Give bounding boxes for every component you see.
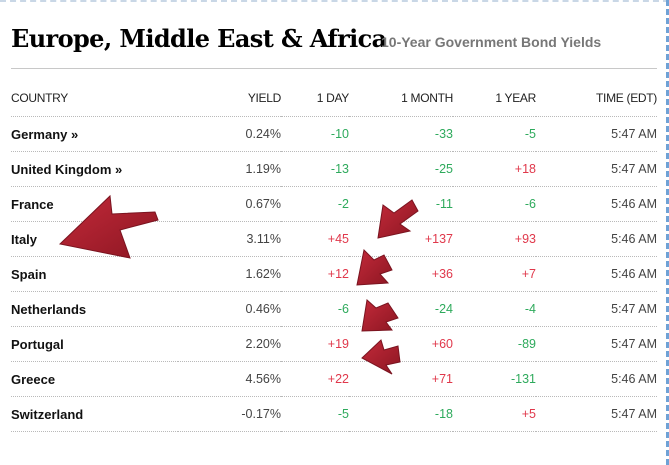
table-row: Netherlands 0.46% -6 -24 -4 5:47 AM [11,291,657,327]
yield-cell: 0.67% [178,186,281,222]
one-month-cell: -25 [349,151,453,187]
page-title: Europe, Middle East & Africa [11,24,387,53]
one-year-cell: -6 [453,186,536,222]
time-cell: 5:47 AM [536,291,657,327]
table-row: Italy 3.11% +45 +137 +93 5:46 AM [11,221,657,257]
table-row: Portugal 2.20% +19 +60 -89 5:47 AM [11,326,657,362]
time-cell: 5:46 AM [536,221,657,257]
yield-cell: 3.11% [178,221,281,257]
country-cell: Italy [11,221,178,257]
one-day-cell: +22 [281,361,349,397]
one-day-cell: -6 [281,291,349,327]
one-month-cell: -11 [349,186,453,222]
one-year-cell: +93 [453,221,536,257]
country-cell: Switzerland [11,396,178,432]
yield-cell: 2.20% [178,326,281,362]
yield-cell: -0.17% [178,396,281,432]
table-row: Spain 1.62% +12 +36 +7 5:46 AM [11,256,657,292]
one-day-cell: -2 [281,186,349,222]
country-cell[interactable]: Germany » [11,116,178,152]
frame-top-border [0,0,669,2]
page-subtitle: 10-Year Government Bond Yields [381,34,602,50]
one-month-cell: -18 [349,396,453,432]
time-cell: 5:46 AM [536,186,657,222]
country-cell: Portugal [11,326,178,362]
one-year-cell: +18 [453,151,536,187]
yield-cell: 4.56% [178,361,281,397]
one-month-cell: -24 [349,291,453,327]
time-cell: 5:47 AM [536,326,657,362]
country-cell: Netherlands [11,291,178,327]
column-header-1-month[interactable]: 1 MONTH [349,80,453,117]
yield-cell: 0.24% [178,116,281,152]
time-cell: 5:46 AM [536,256,657,292]
column-header-time[interactable]: TIME (EDT) [536,80,657,117]
country-cell: Greece [11,361,178,397]
one-month-cell: +71 [349,361,453,397]
country-cell: Spain [11,256,178,292]
table-row: Greece 4.56% +22 +71 -131 5:46 AM [11,361,657,397]
one-year-cell: -5 [453,116,536,152]
country-cell[interactable]: United Kingdom » [11,151,178,187]
column-header-1-day[interactable]: 1 DAY [281,80,349,117]
yield-cell: 1.19% [178,151,281,187]
table-header-row: COUNTRY YIELD 1 DAY 1 MONTH 1 YEAR TIME … [11,80,657,117]
one-year-cell: +5 [453,396,536,432]
one-month-cell: +60 [349,326,453,362]
table-row: United Kingdom » 1.19% -13 -25 +18 5:47 AM [11,151,657,187]
table-row: France 0.67% -2 -11 -6 5:46 AM [11,186,657,222]
one-day-cell: +45 [281,221,349,257]
time-cell: 5:47 AM [536,116,657,152]
time-cell: 5:47 AM [536,396,657,432]
column-header-country[interactable]: COUNTRY [11,80,178,117]
column-header-yield[interactable]: YIELD [178,80,281,117]
one-month-cell: +137 [349,221,453,257]
one-year-cell: -131 [453,361,536,397]
table-row: Switzerland -0.17% -5 -18 +5 5:47 AM [11,396,657,432]
one-year-cell: -4 [453,291,536,327]
one-day-cell: -5 [281,396,349,432]
time-cell: 5:46 AM [536,361,657,397]
header: Europe, Middle East & Africa 10-Year Gov… [11,24,661,58]
yield-cell: 1.62% [178,256,281,292]
one-day-cell: +12 [281,256,349,292]
time-cell: 5:47 AM [536,151,657,187]
table-row: Germany » 0.24% -10 -33 -5 5:47 AM [11,116,657,152]
one-year-cell: +7 [453,256,536,292]
one-year-cell: -89 [453,326,536,362]
country-cell: France [11,186,178,222]
one-day-cell: -13 [281,151,349,187]
frame-right-border [666,0,669,465]
one-day-cell: +19 [281,326,349,362]
column-header-1-year[interactable]: 1 YEAR [453,80,536,117]
yield-cell: 0.46% [178,291,281,327]
bond-yields-table: COUNTRY YIELD 1 DAY 1 MONTH 1 YEAR TIME … [11,80,657,432]
one-day-cell: -10 [281,116,349,152]
one-month-cell: +36 [349,256,453,292]
one-month-cell: -33 [349,116,453,152]
header-divider [11,68,657,69]
